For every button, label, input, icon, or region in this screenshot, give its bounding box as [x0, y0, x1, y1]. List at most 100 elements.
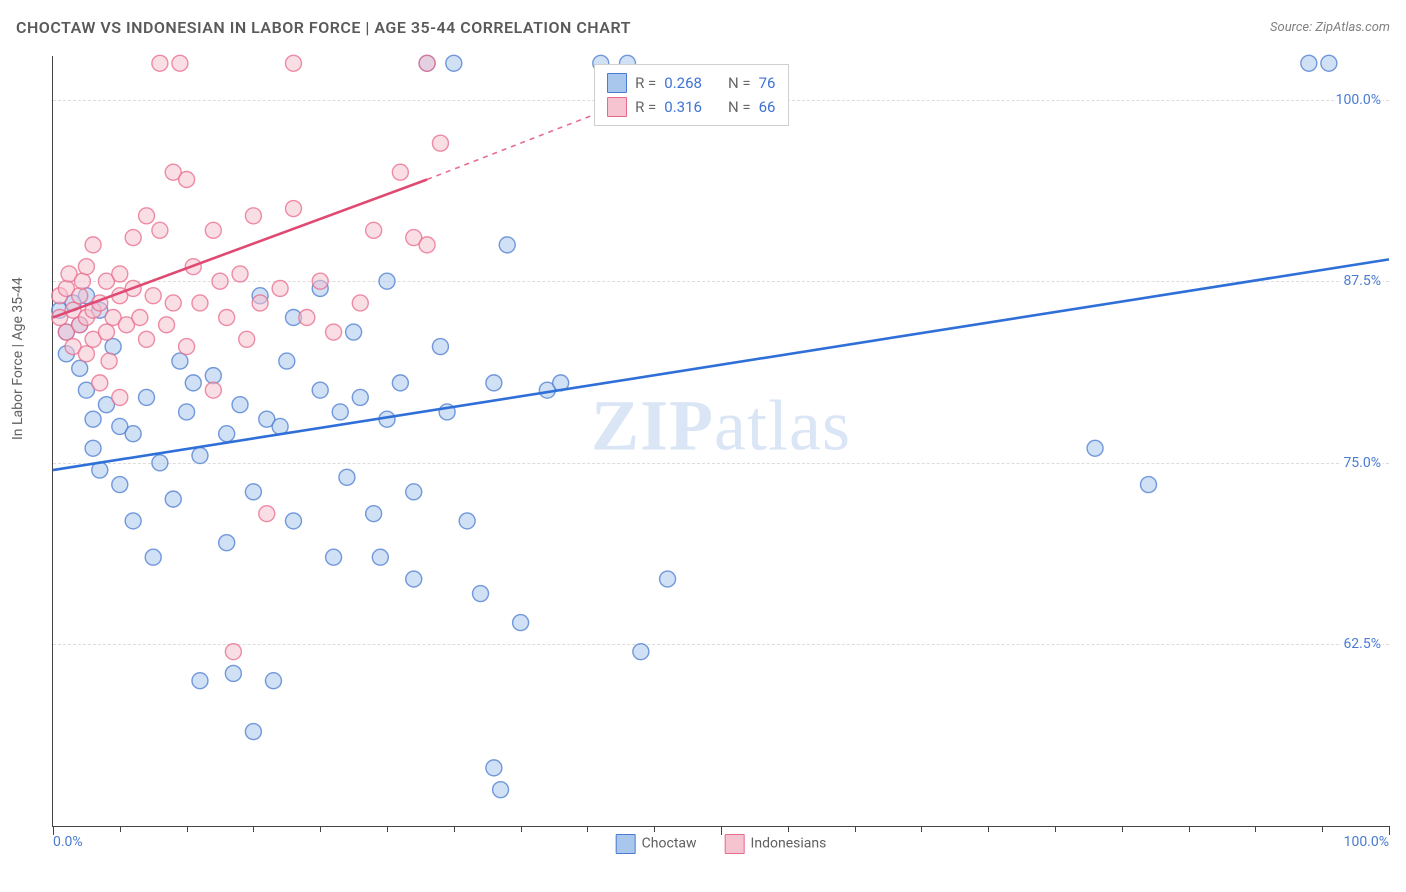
- scatter-point: [78, 259, 94, 275]
- scatter-point: [1301, 55, 1317, 71]
- scatter-point: [232, 266, 248, 282]
- x-tick-minor: [387, 826, 388, 832]
- stat-r-value: 0.316: [664, 95, 702, 119]
- scatter-point: [346, 324, 362, 340]
- scatter-point: [112, 389, 128, 405]
- scatter-point: [145, 549, 161, 565]
- scatter-point: [225, 644, 241, 660]
- legend-label: Indonesians: [751, 836, 827, 852]
- stat-n-label: N =: [728, 71, 751, 95]
- scatter-point: [78, 346, 94, 362]
- stat-n-value: 76: [759, 71, 776, 95]
- legend-item: Indonesians: [725, 834, 827, 854]
- scatter-point: [265, 673, 281, 689]
- scatter-point: [112, 266, 128, 282]
- scatter-point: [165, 295, 181, 311]
- x-tick-minor: [521, 826, 522, 832]
- scatter-point: [459, 513, 475, 529]
- scatter-point: [432, 135, 448, 151]
- stats-legend-box: R =0.268N =76R =0.316N =66: [594, 64, 788, 126]
- scatter-point: [205, 222, 221, 238]
- scatter-point: [285, 55, 301, 71]
- scatter-point: [312, 382, 328, 398]
- scatter-point: [633, 644, 649, 660]
- scatter-point: [225, 665, 241, 681]
- legend-label: Choctaw: [642, 836, 697, 852]
- scatter-point: [219, 310, 235, 326]
- scatter-point: [179, 339, 195, 355]
- stat-n-label: N =: [728, 95, 751, 119]
- legend-swatch: [607, 97, 627, 117]
- scatter-svg: [53, 56, 1389, 826]
- scatter-point: [192, 673, 208, 689]
- x-tick-minor: [921, 826, 922, 832]
- scatter-point: [285, 513, 301, 529]
- x-tick-label: 100.0%: [1344, 834, 1389, 850]
- scatter-point: [499, 237, 515, 253]
- scatter-point: [419, 55, 435, 71]
- scatter-point: [139, 389, 155, 405]
- legend-swatch: [607, 73, 627, 93]
- scatter-point: [432, 339, 448, 355]
- scatter-point: [486, 375, 502, 391]
- x-tick-minor: [855, 826, 856, 832]
- x-tick-minor: [1255, 826, 1256, 832]
- scatter-point: [232, 397, 248, 413]
- x-tick-minor: [587, 826, 588, 832]
- scatter-point: [473, 586, 489, 602]
- stats-row: R =0.316N =66: [607, 95, 775, 119]
- trend-line-dashed: [427, 107, 614, 180]
- scatter-point: [372, 549, 388, 565]
- scatter-point: [192, 448, 208, 464]
- scatter-point: [285, 201, 301, 217]
- scatter-point: [379, 273, 395, 289]
- scatter-point: [1087, 440, 1103, 456]
- scatter-point: [192, 295, 208, 311]
- scatter-point: [513, 615, 529, 631]
- scatter-point: [139, 331, 155, 347]
- scatter-point: [105, 339, 121, 355]
- scatter-point: [252, 295, 268, 311]
- legend-item: Choctaw: [616, 834, 697, 854]
- y-axis-label: In Labor Force | Age 35-44: [10, 277, 26, 440]
- scatter-point: [172, 353, 188, 369]
- scatter-point: [279, 353, 295, 369]
- scatter-point: [239, 331, 255, 347]
- scatter-point: [179, 404, 195, 420]
- scatter-point: [366, 506, 382, 522]
- stat-n-value: 66: [759, 95, 776, 119]
- scatter-point: [85, 440, 101, 456]
- scatter-point: [219, 535, 235, 551]
- scatter-point: [299, 310, 315, 326]
- scatter-point: [74, 273, 90, 289]
- scatter-point: [145, 288, 161, 304]
- scatter-point: [101, 353, 117, 369]
- scatter-point: [352, 389, 368, 405]
- scatter-point: [132, 310, 148, 326]
- chart-root: CHOCTAW VS INDONESIAN IN LABOR FORCE | A…: [0, 0, 1406, 892]
- x-tick-minor: [788, 826, 789, 832]
- scatter-point: [332, 404, 348, 420]
- scatter-point: [312, 273, 328, 289]
- scatter-point: [72, 288, 88, 304]
- x-tick-major: [721, 826, 722, 835]
- scatter-point: [339, 469, 355, 485]
- scatter-point: [493, 782, 509, 798]
- scatter-point: [406, 571, 422, 587]
- stat-r-value: 0.268: [664, 71, 702, 95]
- legend-bottom: Choctaw Indonesians: [616, 834, 827, 854]
- scatter-point: [1321, 55, 1337, 71]
- x-tick-minor: [320, 826, 321, 832]
- scatter-point: [245, 208, 261, 224]
- x-tick-minor: [253, 826, 254, 832]
- scatter-point: [419, 237, 435, 253]
- scatter-point: [85, 237, 101, 253]
- trend-line: [53, 179, 427, 317]
- scatter-point: [152, 55, 168, 71]
- scatter-point: [486, 760, 502, 776]
- x-tick-minor: [1189, 826, 1190, 832]
- scatter-point: [446, 55, 462, 71]
- scatter-point: [1141, 477, 1157, 493]
- scatter-point: [219, 426, 235, 442]
- scatter-point: [660, 571, 676, 587]
